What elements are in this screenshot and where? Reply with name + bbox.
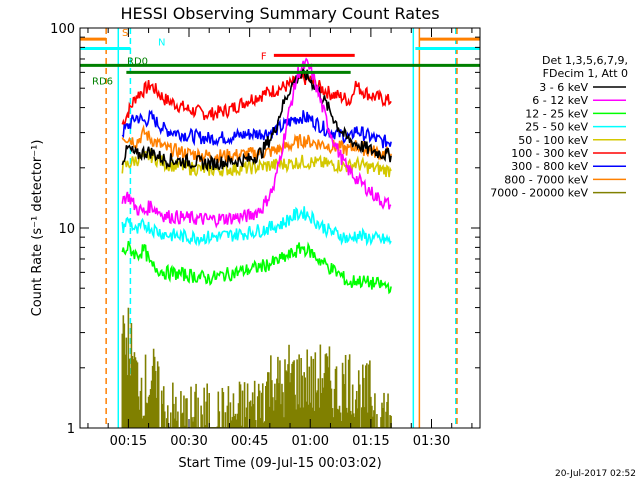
series-8 bbox=[121, 307, 392, 428]
footer-timestamp: 20-Jul-2017 02:52 bbox=[555, 469, 636, 479]
y-tick-label: 100 bbox=[50, 22, 75, 37]
x-tick-label: 01:00 bbox=[292, 434, 329, 449]
state-bar-f: F bbox=[261, 51, 355, 62]
series-6-line bbox=[121, 206, 392, 247]
series-4 bbox=[121, 67, 392, 172]
state-bars: S N F RD0 RD6 bbox=[80, 28, 480, 87]
y-tick-label: 10 bbox=[58, 222, 75, 237]
series-layer bbox=[121, 57, 392, 428]
series-5 bbox=[121, 57, 392, 229]
state-bar-label: N bbox=[158, 37, 165, 48]
state-bar-n: N bbox=[80, 37, 480, 50]
legend-entry-label: 6 - 12 keV bbox=[532, 94, 588, 107]
x-tick-label: 01:30 bbox=[413, 434, 450, 449]
series-5-line bbox=[121, 57, 392, 229]
series-2 bbox=[121, 124, 392, 164]
state-bar-label: S bbox=[122, 28, 128, 39]
state-bar-label: RD6 bbox=[92, 76, 113, 87]
legend-entry-label: 12 - 25 keV bbox=[525, 107, 588, 120]
y-axis-label: Count Rate (s⁻¹ detector⁻¹) bbox=[30, 140, 45, 317]
legend-entry-label: 25 - 50 keV bbox=[525, 121, 588, 134]
legend-entry-label: 800 - 7000 keV bbox=[504, 173, 588, 186]
x-tick-label: 01:15 bbox=[352, 434, 389, 449]
axes: 1 10 100 00:15 00:30 00:45 01:00 01:15 01:30 bbox=[50, 22, 480, 449]
chart-title: HESSI Observing Summary Count Rates bbox=[120, 4, 439, 23]
series-6 bbox=[121, 206, 392, 247]
legend-entry-label: 100 - 300 keV bbox=[511, 147, 588, 160]
series-0 bbox=[121, 70, 392, 126]
legend: Det 1,3,5,6,7,9,FDecim 1, Att 03 - 6 keV… bbox=[490, 54, 628, 200]
legend-header: Det 1,3,5,6,7,9, bbox=[542, 54, 628, 67]
legend-entry-label: 50 - 100 keV bbox=[518, 134, 588, 147]
x-axis-label: Start Time (09-Jul-15 00:03:02) bbox=[178, 456, 381, 471]
vertical-marker-lines bbox=[105, 28, 458, 428]
series-7 bbox=[121, 240, 392, 295]
state-bar-rd6: RD6 bbox=[92, 70, 351, 87]
x-tick-label: 00:15 bbox=[110, 434, 147, 449]
state-bar-label: F bbox=[261, 51, 267, 62]
legend-entry-label: 300 - 800 keV bbox=[511, 160, 588, 173]
state-bar-s: S bbox=[80, 28, 480, 41]
y-tick-label: 1 bbox=[67, 422, 75, 437]
state-bar-label: RD0 bbox=[127, 56, 148, 67]
series-4-line bbox=[121, 67, 392, 172]
state-bar-rd0: RD0 bbox=[80, 56, 480, 67]
series-7-line bbox=[121, 240, 392, 295]
legend-header: FDecim 1, Att 0 bbox=[543, 67, 628, 80]
legend-entry-label: 7000 - 20000 keV bbox=[490, 187, 588, 200]
legend-entry-label: 3 - 6 keV bbox=[539, 81, 588, 94]
series-0-line bbox=[121, 70, 392, 126]
series-2-line bbox=[121, 124, 392, 164]
x-tick-label: 00:30 bbox=[170, 434, 207, 449]
x-tick-label: 00:45 bbox=[231, 434, 268, 449]
